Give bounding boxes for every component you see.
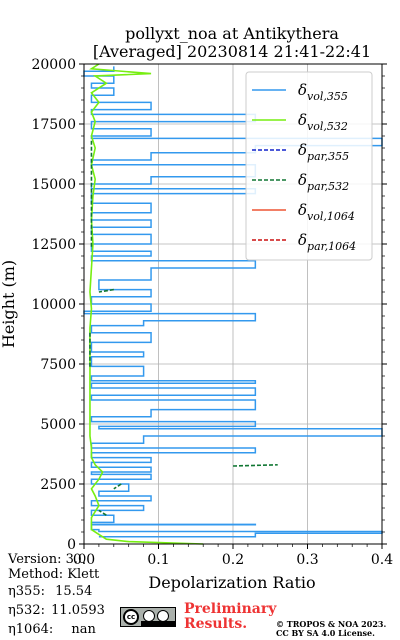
method-text: Method: Klett xyxy=(8,567,100,582)
legend-label: δpar,532 xyxy=(298,171,349,193)
legend: δvol,355 δvol,532 δpar,355 δpar,532 δvol,106… xyxy=(245,71,373,261)
chart-title-line1: pollyxt_noa at Antikythera xyxy=(125,24,339,43)
y-tick-label: 5000 xyxy=(40,417,76,433)
series-segment-par-532 xyxy=(98,509,107,516)
legend-label: δpar,355 xyxy=(298,141,349,163)
y-tick-label: 10000 xyxy=(31,297,76,313)
license-notice: © TROPOS & NOA 2023. CC BY SA 4.0 Licens… xyxy=(276,620,386,638)
series-segment-par-532 xyxy=(98,288,114,293)
y-tick-label: 7500 xyxy=(40,357,76,373)
eta1064-row: η1064: nan xyxy=(8,622,96,637)
series-segment-par-532 xyxy=(113,483,122,490)
cc-license-badge: cc xyxy=(120,607,176,627)
eta1064-label: η1064: xyxy=(8,622,54,637)
badge-bar xyxy=(141,621,175,626)
eta355-label: η355: xyxy=(8,584,45,599)
eta355-row: η355: 15.54 xyxy=(8,584,92,599)
legend-label: δvol,355 xyxy=(298,81,348,103)
eta1064-value: nan xyxy=(71,622,96,637)
ticks: 0.0 0.1 0.2 0.3 0.4 0 2500 5000 7500 10000 12500 15… xyxy=(31,57,393,568)
chart-title-line2: [Averaged] 20230814 21:41-22:41 xyxy=(93,42,371,61)
eta355-value: 15.54 xyxy=(55,584,93,599)
cc-icon: cc xyxy=(123,609,139,625)
series-segment-par-532 xyxy=(232,464,278,467)
eta532-row: η532: 11.0593 xyxy=(8,603,105,618)
x-tick-label: 0.2 xyxy=(222,552,244,568)
version-text: Version: 3.0 xyxy=(8,552,87,567)
license-line2: CC BY SA 4.0 License. xyxy=(276,628,375,638)
y-tick-label: 20000 xyxy=(31,57,76,73)
x-tick-label: 0.3 xyxy=(296,552,318,568)
x-tick-label: 0.4 xyxy=(371,552,393,568)
y-tick-label: 15000 xyxy=(31,177,76,193)
x-tick-label: 0.1 xyxy=(147,552,169,568)
legend-label: δpar,1064 xyxy=(298,231,356,253)
preliminary-notice: Preliminary Results. xyxy=(184,602,276,632)
x-axis-label: Depolarization Ratio xyxy=(148,573,315,592)
eta532-label: η532: xyxy=(8,603,45,618)
preliminary-line1: Preliminary xyxy=(184,601,277,617)
y-tick-label: 0 xyxy=(67,537,76,553)
license-line1: © TROPOS & NOA 2023. xyxy=(276,619,387,629)
y-axis-label: Height (m) xyxy=(0,260,18,348)
y-tick-label: 12500 xyxy=(31,237,76,253)
x-tick-label: 0.0 xyxy=(73,552,95,568)
y-tick-label: 2500 xyxy=(40,477,76,493)
eta532-value: 11.0593 xyxy=(51,603,105,618)
y-tick-label: 17500 xyxy=(31,117,76,133)
legend-box xyxy=(245,71,373,261)
legend-label: δvol,1064 xyxy=(298,201,355,223)
legend-label: δvol,532 xyxy=(298,111,348,133)
preliminary-line2: Results. xyxy=(184,616,248,632)
